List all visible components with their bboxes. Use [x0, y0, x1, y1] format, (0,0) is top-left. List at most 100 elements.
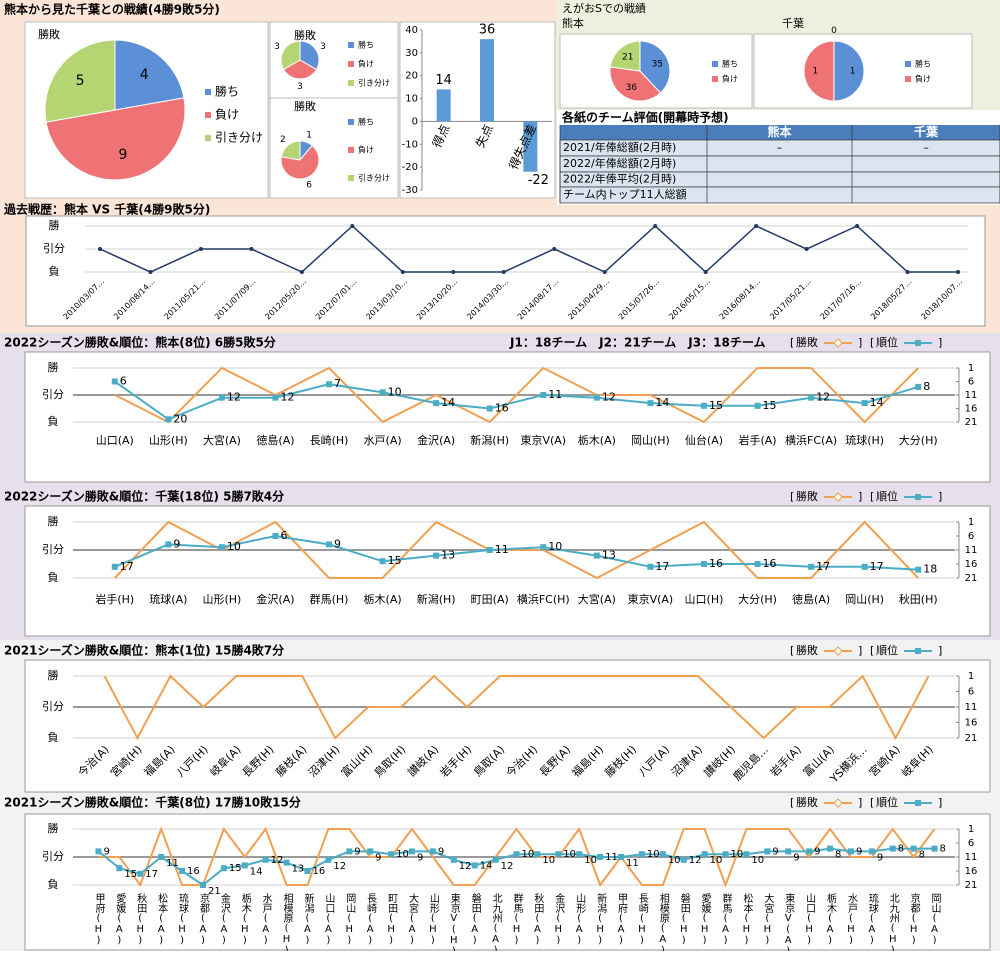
- value-label: 10: [668, 855, 681, 866]
- x-tick-label: 甲府(A): [616, 893, 628, 946]
- marker: [659, 851, 666, 858]
- value-label: 15: [124, 869, 137, 880]
- legend-label: 勝敗: [796, 489, 818, 503]
- value-label: 21: [208, 886, 221, 897]
- value-label: 16: [495, 402, 509, 415]
- marker: [956, 270, 960, 274]
- marker: [540, 544, 547, 551]
- legend-marker: [833, 798, 843, 808]
- x-tick-label: 山口(A): [96, 434, 134, 447]
- legend-swatch: [348, 175, 354, 181]
- x-tick-label: 群馬(H): [310, 592, 349, 606]
- y-tick-label: 勝: [48, 514, 59, 528]
- marker: [743, 851, 750, 858]
- x-tick-label: 岡山(H): [631, 434, 670, 447]
- pie-slice: [45, 97, 186, 181]
- value-label: 12: [501, 861, 514, 872]
- x-tick-label: 仙台(A): [685, 433, 723, 447]
- marker: [471, 862, 478, 869]
- y-tick-label: 負: [48, 731, 59, 744]
- legend-label: 勝ち: [915, 59, 931, 69]
- marker: [220, 865, 227, 872]
- legend-label: 引き分け: [358, 79, 390, 88]
- value-label: 10: [396, 849, 409, 860]
- x-tick-label: 相模原(H): [281, 892, 293, 951]
- x-tick-label: 山口(H): [804, 893, 815, 946]
- value-label: 11: [495, 543, 509, 556]
- value-label: 7: [334, 377, 341, 390]
- x-tick-label: 水戸(A): [364, 434, 402, 447]
- slice-label: 3: [297, 82, 303, 92]
- value-label: 10: [542, 855, 555, 866]
- value-label: 9: [354, 846, 360, 857]
- value-label: 10: [647, 849, 660, 860]
- marker: [785, 848, 792, 855]
- legend-swatch: [348, 147, 354, 153]
- y-tick-label: 勝: [48, 821, 59, 835]
- y-tick-label: 30: [405, 48, 418, 59]
- chart-title: 過去戦歴：熊本 VS 千葉(4勝9敗5分): [3, 202, 210, 217]
- x-tick-label: 金沢(A): [218, 892, 230, 946]
- value-label: 10: [522, 849, 535, 860]
- legend-label: 勝ち: [722, 59, 738, 69]
- marker: [593, 552, 600, 559]
- x-tick-label: 秋田(H): [899, 592, 938, 606]
- y-tick-label: 40: [405, 25, 418, 36]
- value-label: 13: [292, 864, 305, 875]
- marker: [98, 247, 102, 251]
- x-tick-label: 水戸(H): [845, 893, 857, 946]
- value-label: 17: [120, 560, 134, 573]
- marker: [304, 868, 311, 874]
- pie-slice: [280, 144, 320, 180]
- slice-label: 35: [652, 60, 663, 70]
- y-tick-label: -10: [402, 139, 418, 150]
- x-tick-label: 大宮(H): [762, 892, 774, 946]
- legend-bracket: [: [790, 796, 794, 809]
- legend-label: 勝ち: [215, 84, 239, 99]
- x-tick-label: 群馬(A): [720, 892, 732, 946]
- marker: [754, 224, 759, 228]
- x-tick-label: 岩手(H): [95, 592, 134, 606]
- y-tick-label: 0: [412, 116, 418, 127]
- slice-label: 9: [118, 147, 127, 163]
- pie-title: 勝敗: [294, 28, 316, 42]
- x-tick-label: 栃木(A): [364, 592, 402, 606]
- marker: [701, 851, 708, 858]
- y2-tick-label: 11: [965, 390, 978, 401]
- pie-title: 勝敗: [38, 27, 60, 41]
- bar: [523, 121, 538, 172]
- legend-bracket: ]: [858, 490, 862, 503]
- x-tick-label: 横浜FC(H): [517, 592, 570, 606]
- value-label: 17: [655, 560, 669, 573]
- value-label: 12: [280, 391, 294, 404]
- x-tick-label: 栃木(H): [239, 892, 251, 946]
- value-label: 36: [479, 23, 496, 38]
- value-label: 9: [772, 846, 778, 857]
- table-cell: –: [777, 141, 783, 154]
- bar: [480, 39, 494, 122]
- x-tick-label: 新潟(H): [417, 592, 456, 606]
- legend-bracket: ]: [938, 336, 942, 349]
- legend-swatch: [205, 89, 211, 95]
- marker: [513, 851, 520, 858]
- marker: [325, 856, 332, 863]
- marker: [806, 848, 813, 855]
- legend-swatch: [348, 119, 354, 125]
- x-tick-label: 北九州(H): [887, 893, 899, 951]
- marker: [262, 856, 269, 863]
- marker: [165, 541, 172, 548]
- marker: [486, 547, 493, 553]
- x-tick-label: 愛媛(H): [699, 892, 711, 946]
- marker: [764, 848, 771, 855]
- series-line: [99, 224, 958, 274]
- value-label: 14: [250, 866, 263, 877]
- value-label: 12: [602, 391, 616, 404]
- value-label: 6: [120, 375, 127, 388]
- marker: [388, 851, 395, 858]
- legend-label: 順位: [876, 795, 898, 809]
- x-tick-label: 山形(H): [427, 893, 439, 946]
- marker: [540, 392, 547, 398]
- marker: [299, 270, 304, 274]
- pie-slice: [609, 66, 662, 102]
